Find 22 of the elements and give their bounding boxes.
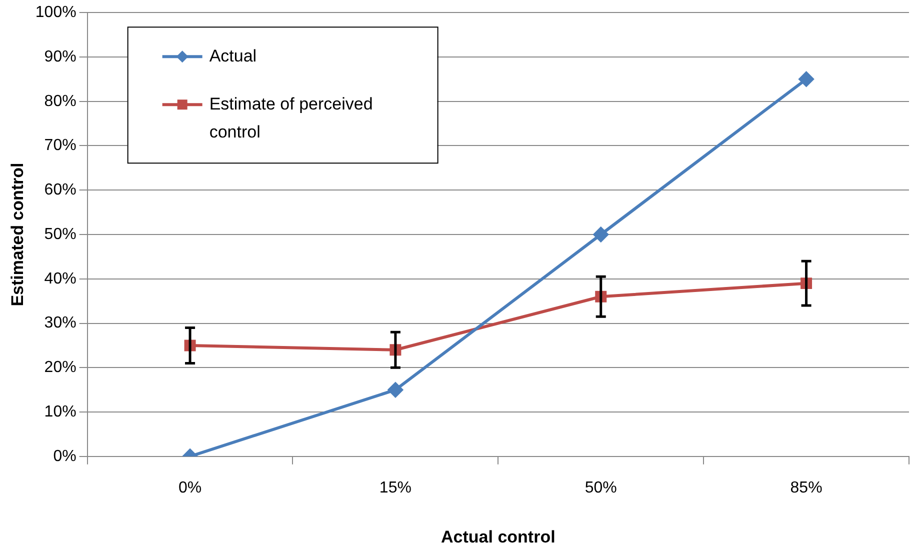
y-tick-label: 60%	[44, 182, 76, 199]
point	[798, 72, 814, 87]
x-tick-label: 50%	[584, 479, 617, 496]
point	[388, 382, 403, 398]
y-tick-label: 80%	[44, 92, 76, 110]
y-tick-label: 30%	[44, 314, 76, 332]
x-tick-label: 0%	[178, 479, 202, 496]
x-axis-title: Actual control	[441, 527, 556, 546]
point	[593, 227, 608, 242]
y-tick-label: 50%	[44, 226, 76, 243]
y-tick-label: 90%	[44, 48, 76, 66]
y-tick-label: 70%	[44, 137, 76, 154]
y-tick-label: 10%	[44, 403, 76, 420]
y-tick-label: 40%	[44, 270, 76, 288]
y-tick-label: 0%	[53, 448, 76, 465]
y-axis-title: Estimated control	[8, 162, 27, 306]
x-tick-label: 15%	[379, 479, 412, 496]
y-tick-label: 20%	[44, 359, 76, 376]
x-tick-label: 85%	[790, 479, 822, 496]
legend-label: Estimate of perceived control	[209, 94, 373, 142]
y-tick-label: 100%	[35, 4, 76, 22]
legend-label: Actual	[209, 46, 257, 66]
